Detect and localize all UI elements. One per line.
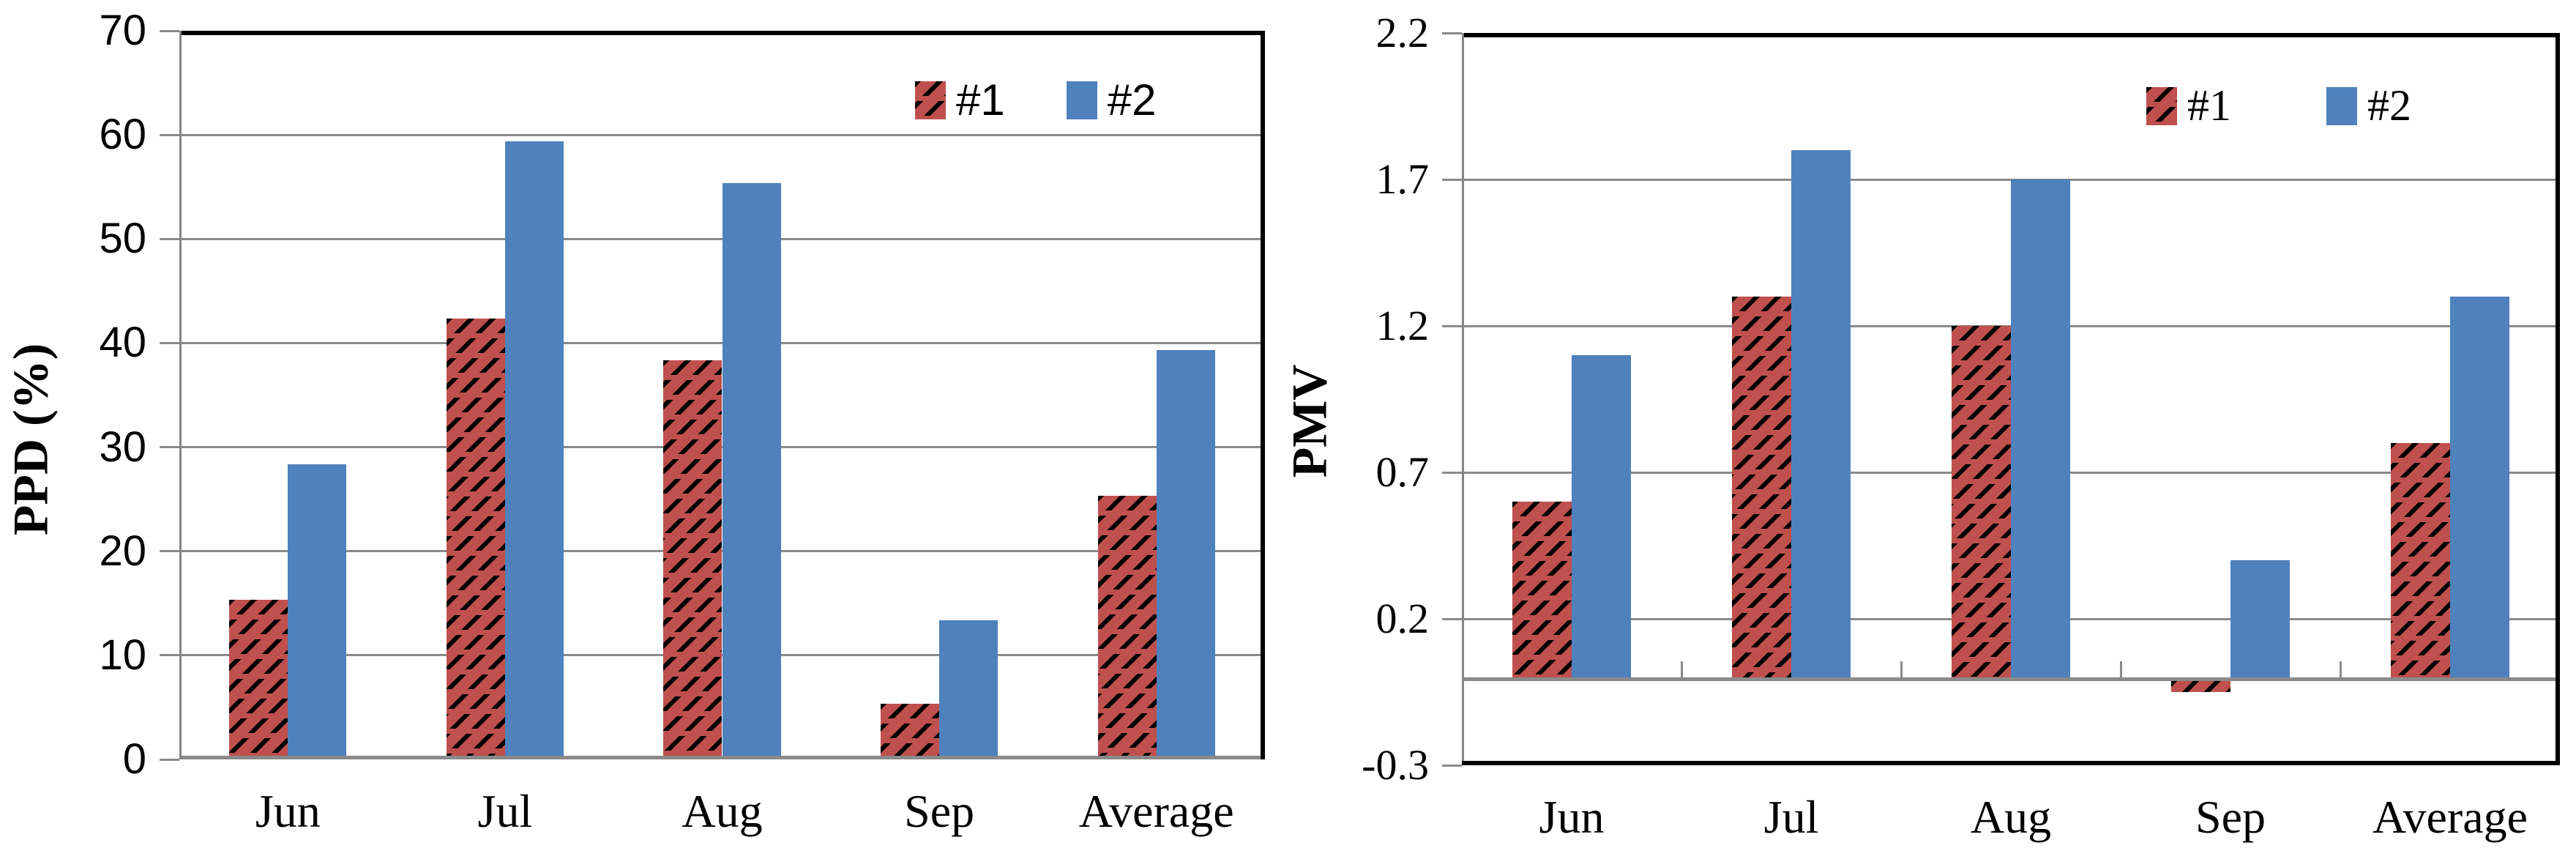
bar-s2-jul: [1791, 150, 1851, 677]
y-tick-label: 70: [99, 7, 146, 54]
plot-border-top: [179, 31, 1265, 35]
y-axis-tick: [160, 446, 179, 449]
ppd-chart: PPD (%) #1 #2 0 10 20 30 40 50 60 70 Jun Jul Aug Se…: [3, 7, 1265, 837]
legend: #1 #2: [915, 75, 1157, 125]
y-tick-label: 50: [99, 215, 146, 263]
category-boundary-tick: [1680, 661, 1683, 677]
gridline: [179, 133, 1265, 136]
legend-item-2: #2: [2326, 81, 2411, 131]
legend-label-series1: #1: [2187, 81, 2231, 130]
bar-s2-jul: [504, 141, 564, 756]
x-tick-label-average: Average: [2372, 791, 2528, 843]
y-axis-line: [179, 31, 182, 759]
bar-s2-jun: [288, 464, 347, 756]
legend-swatch-series1: [915, 81, 946, 119]
y-tick-label: 60: [99, 111, 146, 159]
x-tick-label-aug: Aug: [682, 785, 763, 837]
legend-item-1: #1: [915, 75, 1005, 125]
y-axis-tick: [160, 654, 179, 657]
plot-area: #1 #2: [179, 31, 1265, 759]
bar-s1-aug: [663, 360, 723, 756]
y-axis-tick: [160, 237, 179, 240]
legend: #1 #2: [2146, 81, 2411, 131]
y-axis-tick: [160, 550, 179, 553]
category-boundary-tick: [2119, 661, 2122, 677]
plot-border-top: [1462, 33, 2560, 37]
x-tick-label-jun: Jun: [1539, 791, 1605, 843]
bar-layer: [179, 31, 1265, 759]
pmv-chart: PMV #1 #2 -0.3 0.2 0.7 1.2 1.7 2.2 Jun Jul Aug Se…: [1282, 0, 2576, 859]
bar-s2-jun: [1572, 355, 1631, 677]
legend-item-1: #1: [2146, 81, 2231, 131]
bar-s1-average: [1097, 495, 1157, 756]
legend-swatch-series2: [2326, 86, 2357, 125]
bar-s2-aug: [2011, 179, 2070, 677]
y-tick-label: 40: [99, 319, 146, 367]
y-tick-label: 30: [99, 423, 146, 471]
y-tick-label: 2.2: [1375, 9, 1430, 56]
bar-s1-jul: [446, 319, 505, 756]
y-tick-label: 1.7: [1375, 155, 1430, 203]
y-tick-label: -0.3: [1362, 741, 1429, 789]
y-axis-tick: [1442, 617, 1462, 620]
y-tick-label: 0.7: [1375, 448, 1430, 496]
bar-s1-jun: [229, 599, 288, 756]
bar-s1-aug: [1952, 326, 2011, 677]
plot-border-bottom: [1462, 761, 2560, 765]
legend-swatch-series2: [1066, 81, 1097, 119]
legend-label-series2: #2: [2367, 81, 2411, 130]
y-tick-label: 20: [99, 527, 146, 575]
plot-area: #1 #2: [1462, 33, 2560, 765]
legend-item-2: #2: [1066, 75, 1157, 125]
y-axis-tick: [160, 758, 179, 761]
bar-s2-sep: [939, 620, 998, 756]
y-tick-label: 0: [122, 735, 146, 783]
x-tick-label-sep: Sep: [2195, 791, 2266, 843]
category-axis-line: [1462, 677, 2560, 681]
bar-s2-average: [2450, 297, 2509, 677]
y-axis-tick: [1442, 324, 1462, 327]
y-axis-tick: [1442, 764, 1462, 767]
x-tick-label-average: Average: [1078, 785, 1234, 837]
y-axis-tick: [1442, 471, 1462, 474]
plot-border-right: [1261, 31, 1265, 759]
x-tick-label-jun: Jun: [255, 785, 321, 837]
category-boundary-tick: [1900, 661, 1903, 677]
y-tick-label: 10: [99, 631, 146, 679]
bar-s2-aug: [722, 183, 781, 756]
y-axis-tick: [160, 133, 179, 136]
category-axis-line: [179, 756, 1265, 759]
y-tick-label: 1.2: [1375, 302, 1430, 349]
bar-s1-jun: [1512, 502, 1572, 677]
category-boundary-tick: [2339, 661, 2342, 677]
bar-s2-average: [1156, 349, 1215, 756]
legend-label-series1: #1: [956, 75, 1005, 124]
y-axis-tick: [1442, 178, 1462, 181]
legend-label-series2: #2: [1107, 75, 1157, 124]
x-tick-label-aug: Aug: [1970, 791, 2052, 843]
bar-s1-average: [2391, 443, 2450, 677]
y-axis-tick: [1442, 31, 1462, 34]
bar-layer: [1462, 33, 2560, 765]
bar-s1-sep: [881, 703, 940, 756]
legend-swatch-series1: [2146, 86, 2177, 125]
x-tick-label-jul: Jul: [1763, 791, 1819, 843]
plot-border-right: [2556, 33, 2560, 765]
y-axis-tick: [160, 341, 179, 344]
bar-s2-sep: [2230, 560, 2290, 677]
x-tick-label-sep: Sep: [904, 785, 975, 837]
y-axis-line: [1462, 33, 1464, 765]
bar-s1-jul: [1732, 297, 1791, 677]
bar-s1-sep: [2171, 681, 2230, 692]
y-tick-label: 0.2: [1375, 595, 1430, 642]
y-axis-tick: [160, 29, 179, 32]
x-tick-label-jul: Jul: [477, 785, 533, 837]
